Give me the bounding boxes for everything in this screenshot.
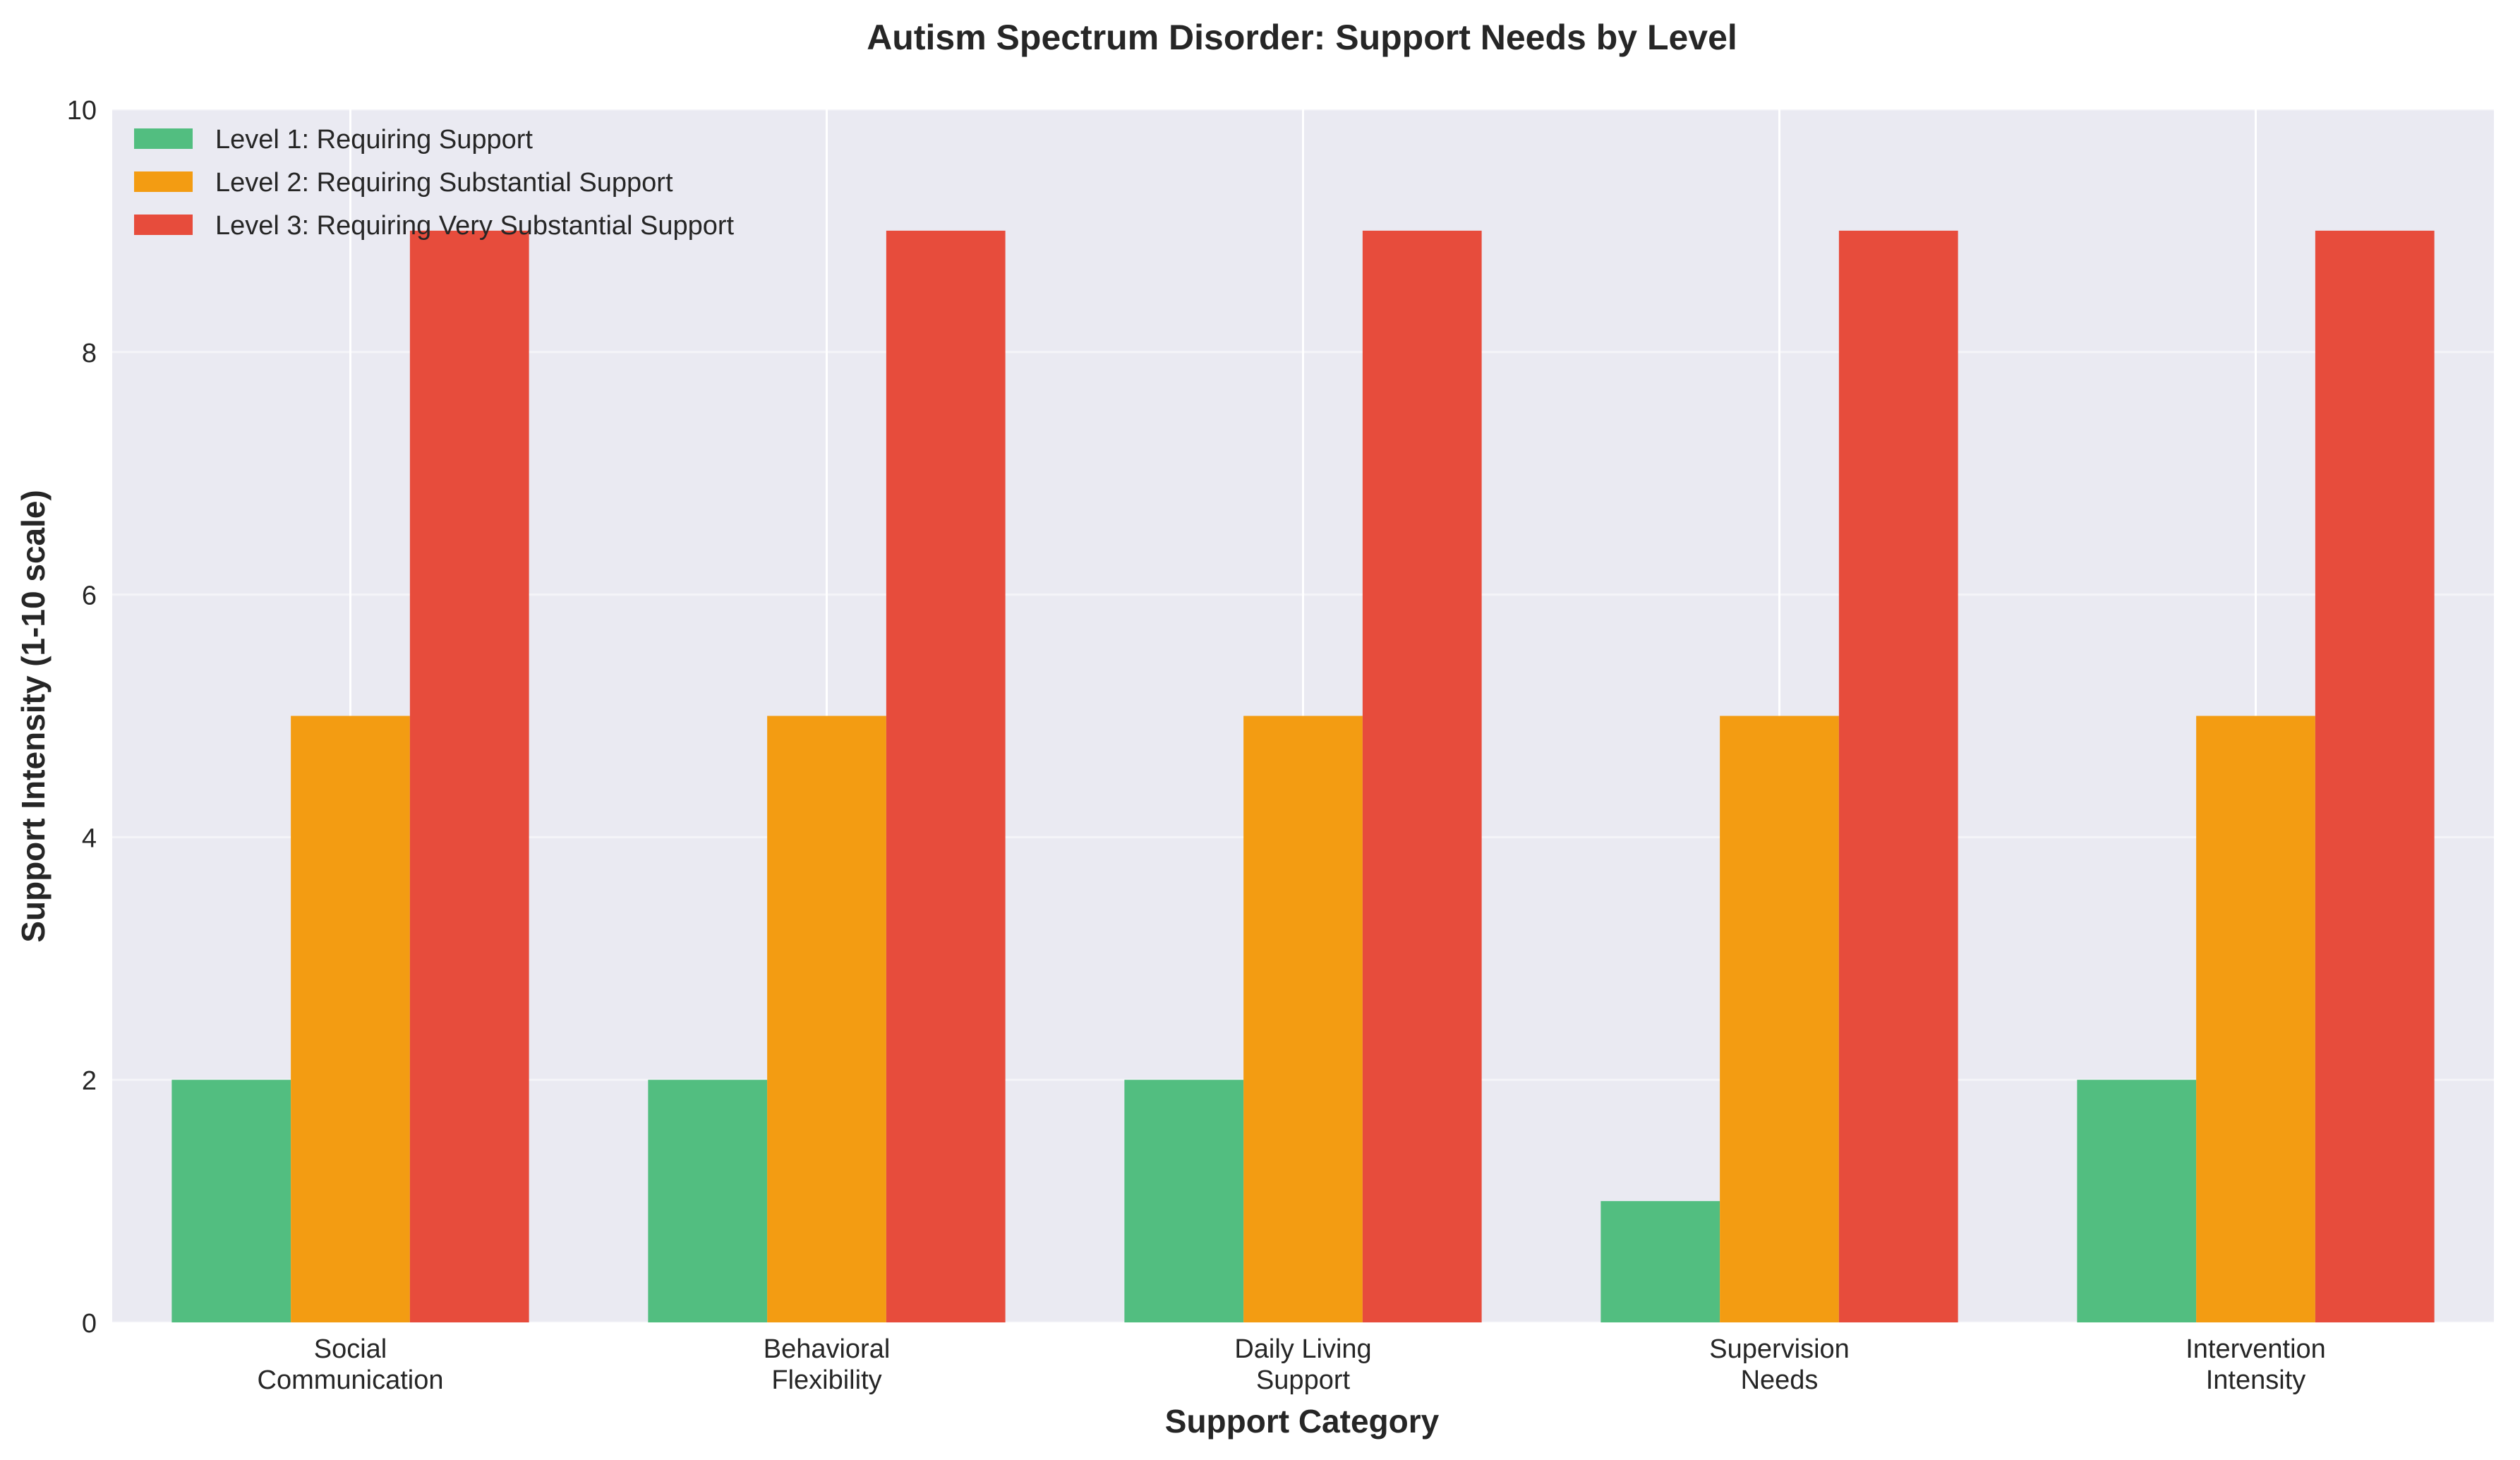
bar-level-1 [1600,1201,1720,1322]
x-tick-label: Supervision Needs [1709,1334,1850,1395]
bar-level-1 [2077,1080,2197,1322]
legend-swatch [134,128,193,149]
bar-level-3 [409,230,529,1322]
legend-swatch [134,171,193,192]
x-axis-label: Support Category [1165,1403,1440,1440]
y-axis-label: Support Intensity (1-10 scale) [15,490,52,943]
chart-title: Autism Spectrum Disorder: Support Needs … [867,18,1737,57]
bar-level-2 [767,716,886,1322]
bar-level-2 [291,716,410,1322]
legend-label: Level 1: Requiring Support [215,125,533,155]
legend-label: Level 2: Requiring Substantial Support [215,168,673,198]
bar-level-2 [1720,716,1839,1322]
x-tick-label: Social Communication [258,1334,444,1395]
bar-level-3 [1838,230,1958,1322]
bar-level-3 [1362,230,1482,1322]
y-tick-label: 10 [67,96,97,126]
x-tick-label: Daily Living Support [1234,1334,1371,1395]
legend-label: Level 3: Requiring Very Substantial Supp… [215,211,735,241]
legend: Level 1: Requiring Support Level 2: Requi… [134,125,735,241]
bar-level-3 [886,230,1006,1322]
bar-level-1 [1124,1080,1244,1322]
y-tick-label: 0 [82,1309,97,1339]
y-tick-label: 2 [82,1066,97,1096]
y-tick-label: 6 [82,581,97,611]
bar-level-1 [171,1080,291,1322]
bar-level-2 [1243,716,1363,1322]
bar-level-1 [648,1080,768,1322]
y-tick-label: 8 [82,339,97,368]
bar-level-2 [2196,716,2315,1322]
x-tick-label: Behavioral Flexibility [764,1334,891,1395]
x-tick-label: Intervention Intensity [2186,1334,2326,1395]
y-tick-label: 4 [82,823,97,853]
bar-level-3 [2315,230,2435,1322]
legend-swatch [134,215,193,235]
